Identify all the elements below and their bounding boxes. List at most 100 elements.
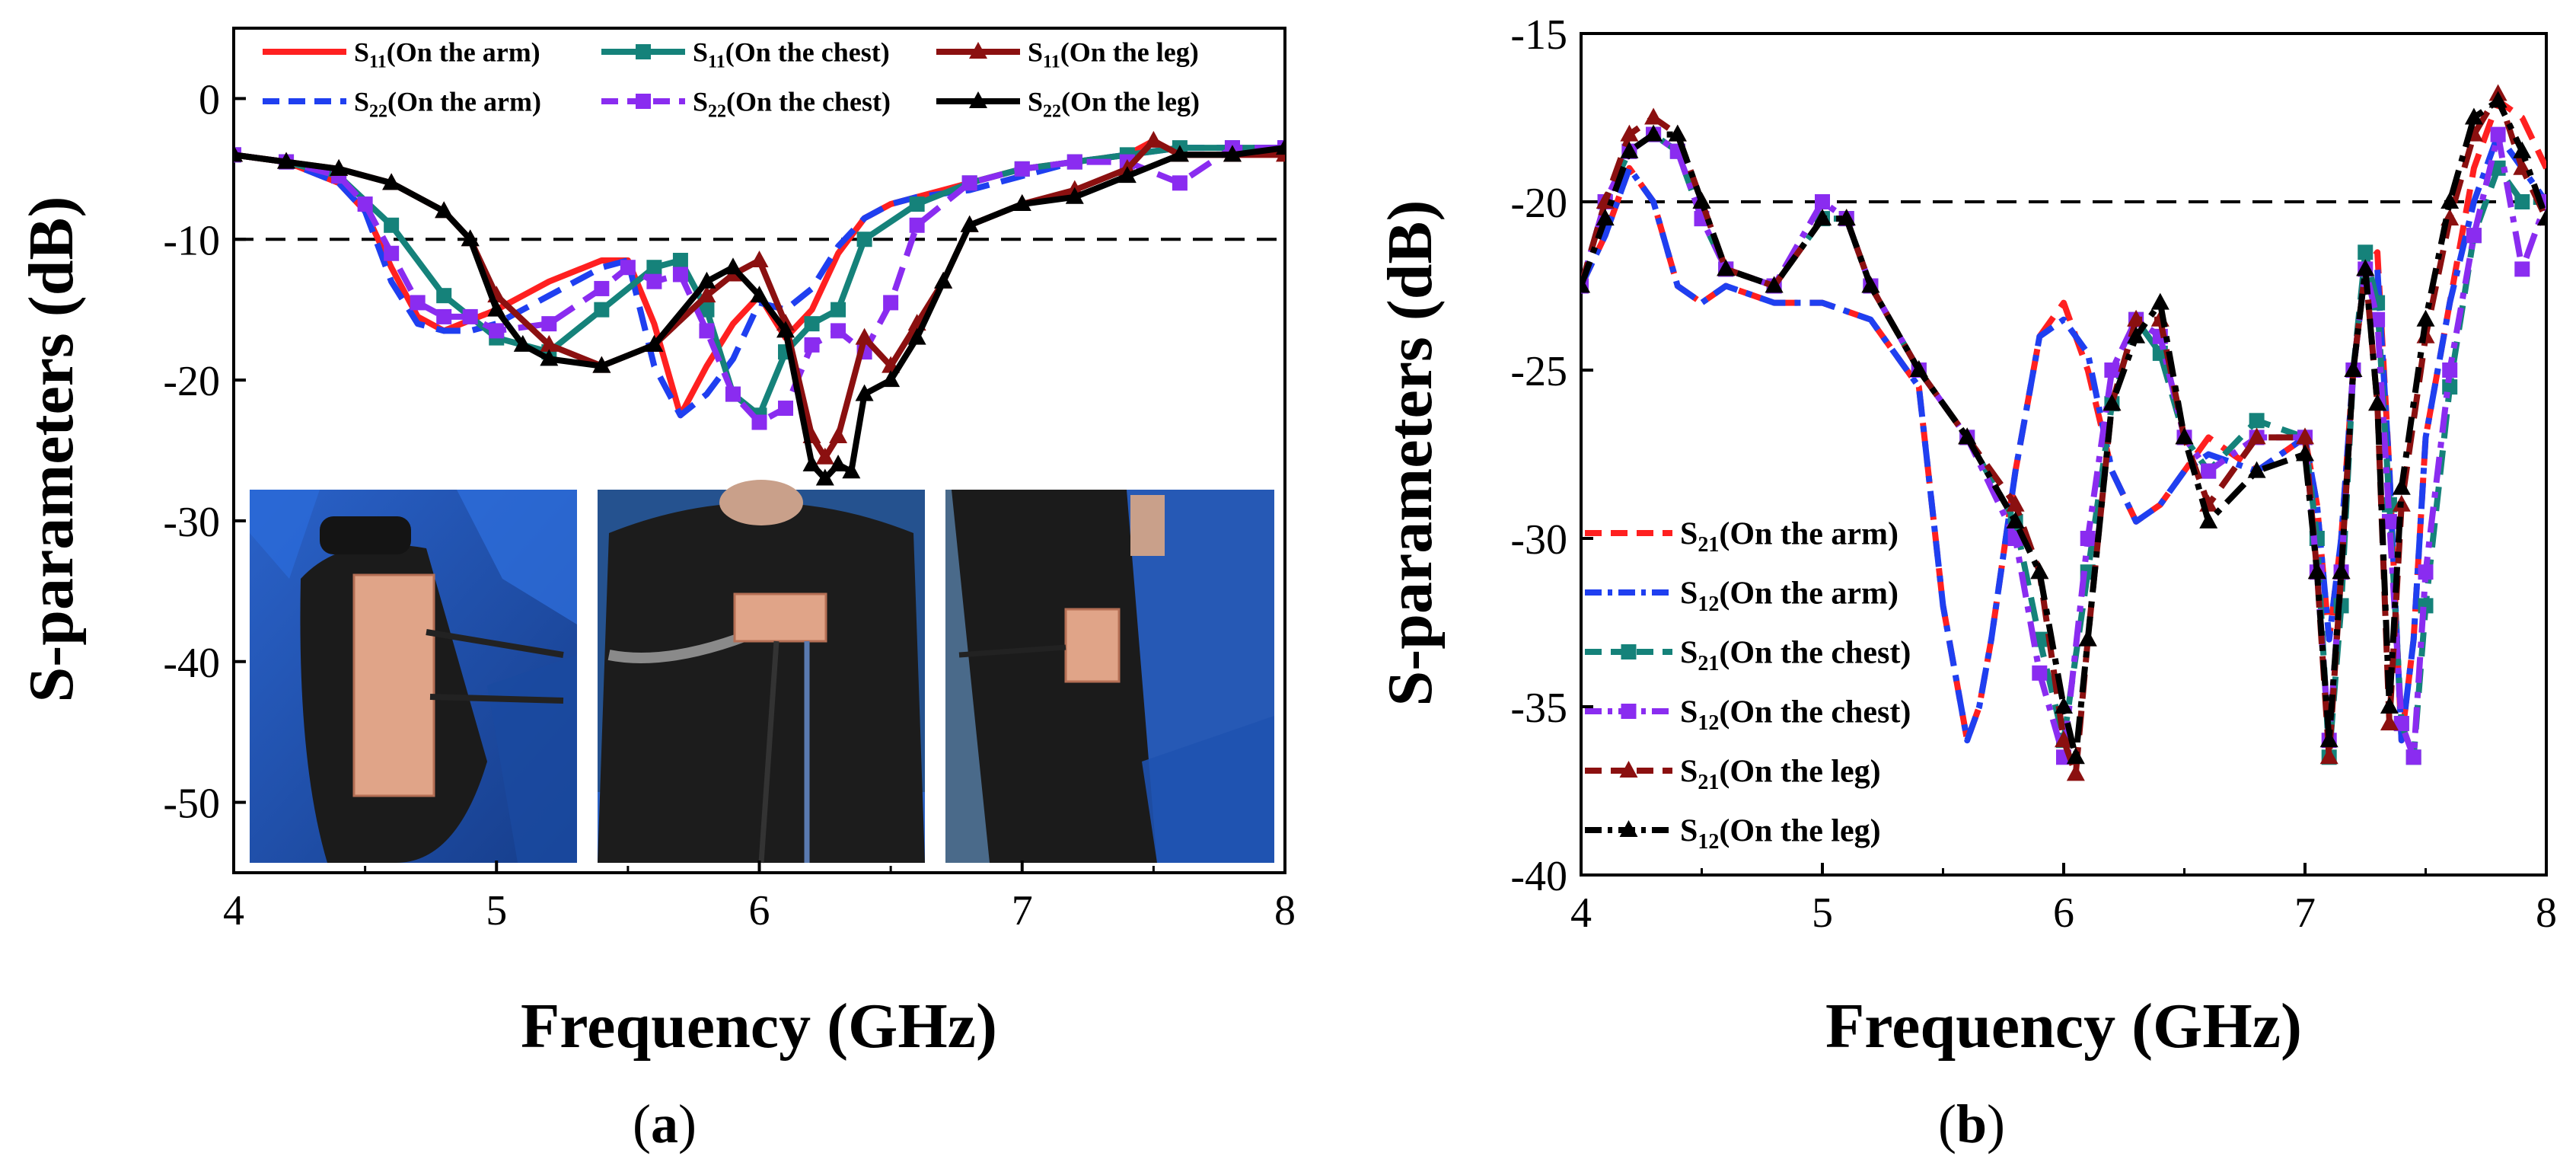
- data-point: [815, 447, 834, 465]
- data-point: [2380, 714, 2399, 731]
- data-point: [1644, 124, 1663, 142]
- data-point: [909, 196, 925, 212]
- data-point: [2418, 564, 2434, 580]
- x-tick-label: 5: [486, 887, 507, 934]
- legend-item: S21(On the leg): [1585, 755, 1881, 794]
- legend-item: S22(On the chest): [601, 87, 891, 122]
- data-point: [1620, 124, 1639, 142]
- y-axis-label-b: S-parameters (dB): [1375, 200, 1446, 707]
- y-axis-label-a: S-parameters (dB): [16, 196, 87, 703]
- data-point: [909, 217, 925, 233]
- series-line: [234, 145, 1285, 426]
- data-point: [2490, 126, 2506, 142]
- data-point: [435, 201, 454, 219]
- data-point: [831, 302, 846, 318]
- data-point: [540, 334, 559, 352]
- data-point: [725, 386, 741, 402]
- data-point: [2319, 730, 2338, 748]
- data-point: [513, 334, 532, 352]
- data-point: [410, 295, 426, 311]
- data-point: [2380, 697, 2399, 714]
- data-point: [831, 323, 846, 339]
- data-point: [2332, 562, 2351, 580]
- data-point: [699, 302, 715, 318]
- legend-item: S11(On the chest): [601, 37, 890, 72]
- data-point: [2296, 444, 2314, 461]
- photo-leg: [945, 490, 1274, 863]
- data-point: [2358, 244, 2374, 260]
- data-point: [750, 286, 769, 303]
- data-point: [1276, 138, 1285, 155]
- data-point: [804, 316, 820, 332]
- data-point: [829, 426, 848, 444]
- x-tick-label: 4: [1570, 889, 1592, 937]
- data-point: [2175, 427, 2194, 445]
- legend-item: S12(On the leg): [1585, 814, 1881, 854]
- data-point: [645, 334, 664, 352]
- data-point: [672, 252, 688, 268]
- data-point: [2393, 716, 2409, 732]
- x-axis-label-a: Frequency (GHz): [521, 991, 997, 1062]
- data-point: [1014, 161, 1030, 177]
- data-point: [1117, 166, 1137, 184]
- x-tick-label: 8: [2536, 889, 2557, 937]
- x-tick-label: 5: [1812, 889, 1833, 937]
- data-point: [2201, 463, 2217, 479]
- y-tick-label: -50: [163, 781, 220, 828]
- y-tick-label: -30: [1510, 516, 1567, 564]
- legend-label: S11(On the arm): [354, 37, 540, 72]
- data-point: [1066, 154, 1082, 170]
- data-point: [2296, 427, 2314, 445]
- data-point: [489, 323, 505, 339]
- data-point: [1958, 427, 1977, 445]
- x-tick-label: 6: [749, 887, 770, 934]
- data-point: [2066, 764, 2085, 781]
- legend-marker: [1619, 761, 1638, 778]
- data-point: [2055, 730, 2073, 748]
- y-tick-label: -25: [1510, 348, 1567, 395]
- legend-label: S22(On the arm): [354, 87, 541, 122]
- data-point: [907, 327, 926, 345]
- legend-item: S11(On the arm): [263, 37, 540, 72]
- data-point: [2514, 261, 2530, 277]
- series-S12(On the arm): [1581, 131, 2546, 744]
- data-point: [1668, 124, 1687, 142]
- data-point: [2006, 494, 2025, 512]
- y-tick-label: -15: [1510, 11, 1567, 59]
- photo-arm: [250, 490, 577, 863]
- data-point: [2344, 360, 2363, 377]
- legend-marker: [969, 42, 987, 59]
- legend-marker: [636, 44, 651, 59]
- data-point: [2514, 194, 2530, 209]
- y-tick-label: -40: [163, 640, 220, 687]
- data-point: [592, 356, 611, 373]
- data-point: [960, 215, 979, 232]
- data-point: [961, 175, 977, 191]
- data-point: [1065, 187, 1084, 204]
- x-axis-label-b: Frequency (GHz): [1825, 991, 2302, 1062]
- legend-item: S21(On the arm): [1585, 517, 1899, 557]
- data-point: [934, 271, 953, 289]
- data-point: [1692, 192, 1711, 209]
- legend-item: S21(On the chest): [1585, 636, 1911, 675]
- photo-insets: [250, 480, 1274, 864]
- data-point: [1012, 194, 1031, 212]
- data-point: [815, 468, 834, 486]
- series-S22(On the arm): [234, 145, 1285, 419]
- x-tick-label: 6: [2053, 889, 2074, 937]
- data-point: [855, 384, 874, 401]
- data-point: [2127, 326, 2146, 343]
- panel-a: 4 5 6 7 80-10-20-30-40-50 S11(On the arm) S11…: [16, 27, 1296, 1154]
- data-point: [2464, 107, 2483, 125]
- data-point: [2537, 209, 2546, 226]
- data-point: [2381, 513, 2397, 529]
- data-point: [751, 414, 767, 430]
- panel-b: 4 5 6 7 8-15-20-25-30-35-40 S21(On the arm)S…: [1375, 11, 2557, 1154]
- y-tick-label: -35: [1510, 685, 1567, 732]
- series-line: [234, 145, 1285, 482]
- data-point: [2307, 562, 2326, 580]
- legend-label: S21(On the leg): [1680, 755, 1881, 794]
- legend-label: S22(On the chest): [693, 87, 891, 122]
- data-point: [436, 288, 452, 304]
